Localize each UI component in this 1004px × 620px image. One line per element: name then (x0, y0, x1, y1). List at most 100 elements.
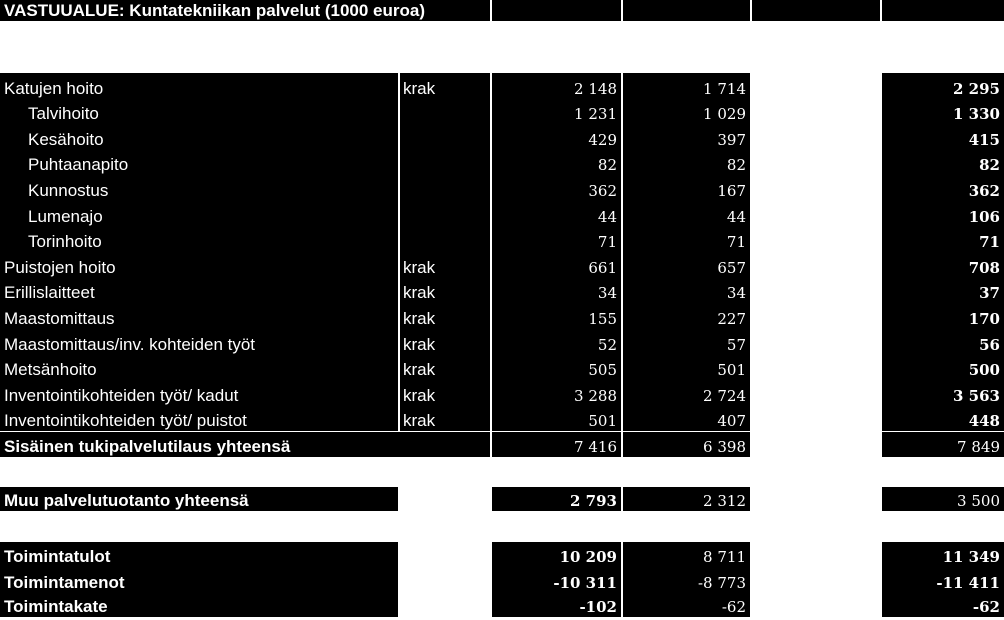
value-cell[interactable]: 106 (882, 201, 1004, 227)
code-cell[interactable] (400, 149, 492, 176)
value-cell[interactable]: 57 (623, 329, 752, 355)
code-cell[interactable]: krak (400, 354, 492, 381)
row-label[interactable]: Talvihoito (0, 98, 400, 125)
value-cell[interactable]: 170 (882, 303, 1004, 329)
value-cell[interactable]: 2 312 (623, 487, 752, 511)
value-cell[interactable]: 661 (492, 252, 623, 278)
code-cell[interactable] (400, 124, 492, 150)
value-cell[interactable]: 34 (623, 277, 752, 304)
empty-cell (752, 252, 882, 278)
value-cell[interactable]: 8 711 (623, 542, 752, 567)
row-label[interactable]: Inventointikohteiden työt/ puistot (0, 405, 400, 432)
value-cell[interactable]: 52 (492, 329, 623, 355)
value-cell[interactable]: 657 (623, 252, 752, 278)
detail-row: Maastomittaus/inv. kohteiden työt krak 52 5… (0, 329, 1004, 355)
row-label[interactable]: Puhtaanapito (0, 149, 400, 176)
value-cell[interactable]: 71 (882, 226, 1004, 253)
value-cell[interactable]: 1 330 (882, 98, 1004, 125)
value-cell[interactable]: 6 398 (623, 432, 752, 457)
value-cell[interactable]: 501 (623, 354, 752, 381)
value-cell[interactable]: -8 773 (623, 567, 752, 593)
value-cell[interactable]: 7 849 (882, 432, 1004, 457)
value-cell[interactable]: 37 (882, 277, 1004, 304)
value-cell[interactable]: 2 724 (623, 380, 752, 406)
value-cell[interactable]: 362 (492, 175, 623, 201)
value-cell[interactable]: 82 (623, 149, 752, 176)
row-label[interactable]: Toimintakate (0, 593, 400, 617)
value-cell[interactable]: 82 (882, 149, 1004, 176)
row-label[interactable]: Muu palvelutuotanto yhteensä (0, 487, 400, 511)
value-cell[interactable]: 505 (492, 354, 623, 381)
code-cell[interactable]: krak (400, 252, 492, 278)
value-cell[interactable]: 708 (882, 252, 1004, 278)
value-cell[interactable]: 1 231 (492, 98, 623, 125)
empty-cell (752, 226, 882, 253)
value-cell[interactable]: 34 (492, 277, 623, 304)
header-cell[interactable] (492, 0, 623, 21)
value-cell[interactable]: 10 209 (492, 542, 623, 567)
row-label[interactable]: Toimintamenot (0, 567, 400, 593)
value-cell[interactable]: -62 (882, 593, 1004, 617)
row-label[interactable]: Inventointikohteiden työt/ kadut (0, 380, 400, 406)
code-cell[interactable]: krak (400, 380, 492, 406)
row-label[interactable]: Toimintatulot (0, 542, 400, 567)
value-cell[interactable]: 2 295 (882, 73, 1004, 99)
code-cell[interactable]: krak (400, 405, 492, 432)
code-cell[interactable]: krak (400, 73, 492, 99)
value-cell[interactable]: -11 411 (882, 567, 1004, 593)
value-cell[interactable]: 3 563 (882, 380, 1004, 406)
value-cell[interactable]: -10 311 (492, 567, 623, 593)
row-label[interactable]: Maastomittaus/inv. kohteiden työt (0, 329, 400, 355)
row-label[interactable]: Kunnostus (0, 175, 400, 201)
value-cell[interactable]: 3 288 (492, 380, 623, 406)
row-label[interactable]: Katujen hoito (0, 73, 400, 99)
row-label[interactable]: Metsänhoito (0, 354, 400, 381)
value-cell[interactable]: 448 (882, 405, 1004, 432)
detail-row: Lumenajo 44 44 106 (0, 201, 1004, 227)
value-cell[interactable]: 3 500 (882, 487, 1004, 511)
value-cell[interactable]: 407 (623, 405, 752, 432)
header-cell[interactable] (882, 0, 1004, 21)
detail-row: Puistojen hoito krak 661 657 708 (0, 252, 1004, 278)
sheet-title[interactable]: VASTUUALUE: Kuntatekniikan palvelut (100… (0, 0, 492, 21)
value-cell[interactable]: 56 (882, 329, 1004, 355)
value-cell[interactable]: 1 714 (623, 73, 752, 99)
value-cell[interactable]: 11 349 (882, 542, 1004, 567)
value-cell[interactable]: 167 (623, 175, 752, 201)
code-cell[interactable] (400, 226, 492, 253)
header-cell[interactable] (623, 0, 752, 21)
value-cell[interactable]: 44 (492, 201, 623, 227)
row-label[interactable]: Puistojen hoito (0, 252, 400, 278)
row-label[interactable]: Kesähoito (0, 124, 400, 150)
value-cell[interactable]: 500 (882, 354, 1004, 381)
value-cell[interactable]: 2 148 (492, 73, 623, 99)
row-label[interactable]: Lumenajo (0, 201, 400, 227)
value-cell[interactable]: 429 (492, 124, 623, 150)
value-cell[interactable]: 71 (492, 226, 623, 253)
row-label[interactable]: Maastomittaus (0, 303, 400, 329)
value-cell[interactable]: -62 (623, 593, 752, 617)
code-cell[interactable] (400, 201, 492, 227)
code-cell[interactable]: krak (400, 303, 492, 329)
value-cell[interactable]: -102 (492, 593, 623, 617)
value-cell[interactable]: 44 (623, 201, 752, 227)
value-cell[interactable]: 71 (623, 226, 752, 253)
value-cell[interactable]: 1 029 (623, 98, 752, 125)
value-cell[interactable]: 397 (623, 124, 752, 150)
value-cell[interactable]: 415 (882, 124, 1004, 150)
header-cell[interactable] (752, 0, 882, 21)
value-cell[interactable]: 155 (492, 303, 623, 329)
code-cell[interactable]: krak (400, 329, 492, 355)
value-cell[interactable]: 362 (882, 175, 1004, 201)
row-label[interactable]: Erillislaitteet (0, 277, 400, 304)
code-cell[interactable] (400, 175, 492, 201)
code-cell[interactable] (400, 98, 492, 125)
value-cell[interactable]: 82 (492, 149, 623, 176)
value-cell[interactable]: 227 (623, 303, 752, 329)
row-label[interactable]: Sisäinen tukipalvelutilaus yhteensä (0, 432, 492, 457)
value-cell[interactable]: 2 793 (492, 487, 623, 511)
value-cell[interactable]: 7 416 (492, 432, 623, 457)
value-cell[interactable]: 501 (492, 405, 623, 432)
row-label[interactable]: Torinhoito (0, 226, 400, 253)
code-cell[interactable]: krak (400, 277, 492, 304)
